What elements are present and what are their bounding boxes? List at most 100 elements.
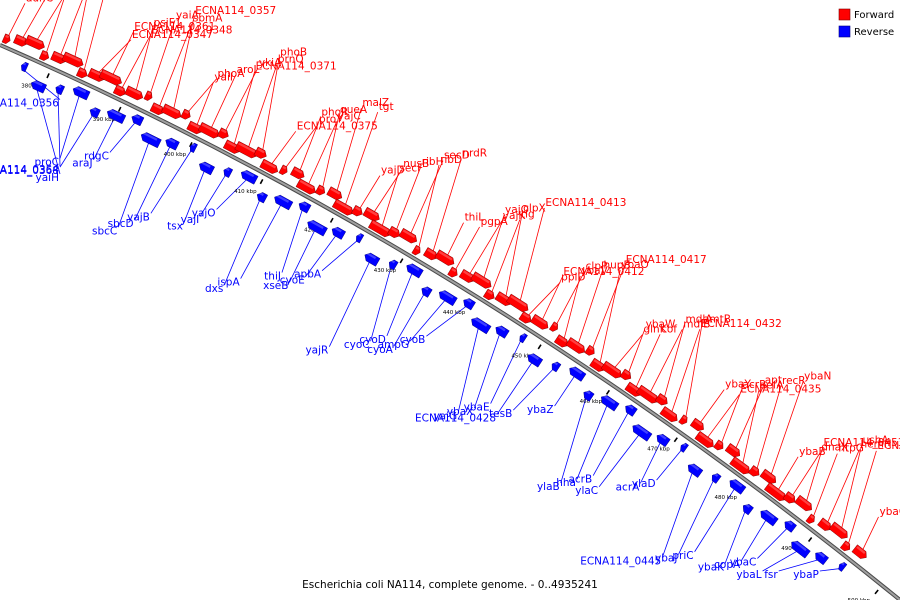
reverse-connector bbox=[409, 299, 446, 342]
forward-connector bbox=[262, 57, 280, 152]
forward-feature bbox=[61, 51, 84, 68]
reverse-gene-label: yajR bbox=[305, 345, 328, 357]
reverse-gene-label: ECNA114_0445 bbox=[580, 556, 661, 568]
reverse-gene-label: ampG bbox=[378, 339, 409, 351]
forward-connector bbox=[418, 164, 440, 249]
reverse-connector bbox=[59, 95, 80, 159]
reverse-gene-label: ylaC bbox=[575, 485, 598, 497]
forward-gene-label: ECNA114_0348 bbox=[151, 24, 232, 36]
reverse-connector bbox=[513, 368, 554, 411]
forward-feature bbox=[794, 494, 812, 512]
forward-gene-label: yaiA bbox=[176, 9, 200, 21]
forward-connector bbox=[805, 448, 823, 502]
forward-gene-label: ECNA114_0413 bbox=[545, 197, 626, 209]
forward-feature bbox=[584, 344, 595, 356]
reverse-feature bbox=[729, 478, 747, 495]
reverse-connector bbox=[328, 261, 371, 347]
reverse-connector bbox=[678, 479, 715, 555]
reverse-feature bbox=[625, 403, 638, 417]
reverse-gene-label: thiJ bbox=[264, 270, 281, 282]
forward-feature bbox=[565, 337, 585, 354]
reverse-feature bbox=[274, 194, 294, 211]
forward-gene-label: glnK bbox=[643, 324, 667, 336]
forward-gene-label: pgpA bbox=[481, 216, 509, 228]
forward-feature bbox=[351, 204, 363, 217]
forward-feature bbox=[689, 417, 704, 432]
forward-gene-label: yajC bbox=[338, 110, 361, 122]
genome-axis bbox=[0, 43, 900, 600]
forward-gene-label: ECNA114_0456 bbox=[877, 440, 900, 452]
forward-feature bbox=[851, 544, 867, 559]
reverse-connector bbox=[819, 568, 841, 572]
forward-feature bbox=[161, 103, 182, 120]
reverse-connector bbox=[321, 239, 358, 271]
legend-reverse-label: Reverse bbox=[854, 27, 894, 38]
forward-feature bbox=[619, 368, 632, 381]
reverse-feature bbox=[495, 324, 510, 339]
reverse-feature bbox=[190, 142, 198, 153]
forward-gene-label: ybaW bbox=[646, 319, 676, 331]
forward-gene-label: secF bbox=[399, 162, 423, 174]
reverse-connector bbox=[224, 199, 261, 286]
reverse-gene-label: ybaJ bbox=[655, 553, 677, 565]
reverse-gene-label: araJ bbox=[72, 158, 92, 170]
forward-feature bbox=[518, 311, 532, 324]
reverse-connector bbox=[216, 178, 248, 210]
reverse-feature bbox=[389, 259, 399, 271]
forward-connector bbox=[756, 385, 782, 470]
reverse-gene-label: acrA bbox=[616, 481, 641, 493]
reverse-feature bbox=[656, 433, 671, 448]
reverse-gene-label: cyoA bbox=[367, 344, 393, 356]
forward-gene-label: ribH bbox=[422, 156, 444, 168]
legend-forward-label: Forward bbox=[854, 10, 894, 21]
reverse-feature bbox=[743, 503, 754, 516]
forward-connector bbox=[541, 276, 563, 321]
reverse-gene-label: yajI bbox=[181, 214, 200, 226]
forward-connector bbox=[483, 214, 505, 279]
scale-tick bbox=[399, 258, 404, 264]
reverse-connector bbox=[724, 510, 746, 564]
reverse-gene-label: ybaX bbox=[447, 406, 474, 418]
scale-tick bbox=[605, 389, 611, 395]
reverse-connector bbox=[778, 559, 819, 572]
reverse-connector bbox=[150, 149, 192, 214]
reverse-feature bbox=[711, 472, 722, 484]
forward-feature bbox=[98, 68, 122, 86]
forward-connector bbox=[841, 445, 863, 530]
forward-gene-label: ribD bbox=[440, 154, 462, 166]
forward-connector bbox=[706, 394, 740, 439]
legend-forward-swatch bbox=[838, 8, 851, 21]
scale-tick bbox=[117, 106, 122, 112]
reverse-feature bbox=[687, 462, 704, 478]
forward-connector bbox=[36, 0, 63, 41]
reverse-gene-label: acrB bbox=[568, 474, 592, 486]
forward-feature bbox=[124, 85, 144, 101]
reverse-connector bbox=[59, 114, 94, 168]
forward-connector bbox=[599, 269, 621, 364]
forward-gene-label: ybaV bbox=[581, 265, 608, 277]
forward-feature bbox=[694, 430, 714, 448]
reverse-feature bbox=[199, 161, 215, 176]
forward-gene-label: ECNA114_0453 bbox=[823, 437, 900, 449]
reverse-connector bbox=[592, 411, 629, 476]
reverse-gene-label: ECNA114_0354 bbox=[0, 164, 59, 176]
forward-gene-label: psiF1 bbox=[154, 17, 182, 29]
reverse-connector bbox=[240, 204, 282, 279]
forward-gene-label: nusB bbox=[403, 158, 429, 170]
forward-feature bbox=[422, 247, 438, 261]
forward-connector bbox=[307, 121, 338, 186]
forward-connector bbox=[627, 329, 646, 374]
forward-gene-label: ECNA114_0435 bbox=[740, 384, 821, 396]
reverse-feature bbox=[140, 131, 162, 149]
forward-connector bbox=[742, 390, 760, 465]
forward-gene-label: nrdR bbox=[462, 148, 487, 160]
reverse-gene-label: sbcD bbox=[108, 218, 134, 230]
forward-feature bbox=[434, 249, 455, 266]
forward-feature bbox=[13, 34, 28, 47]
forward-feature bbox=[149, 102, 165, 116]
forward-feature bbox=[678, 414, 688, 425]
reverse-feature bbox=[760, 508, 779, 527]
forward-connector bbox=[395, 166, 422, 231]
scale-tick-label: 440 kbp bbox=[443, 310, 466, 316]
reverse-gene-label: priC bbox=[672, 550, 693, 562]
